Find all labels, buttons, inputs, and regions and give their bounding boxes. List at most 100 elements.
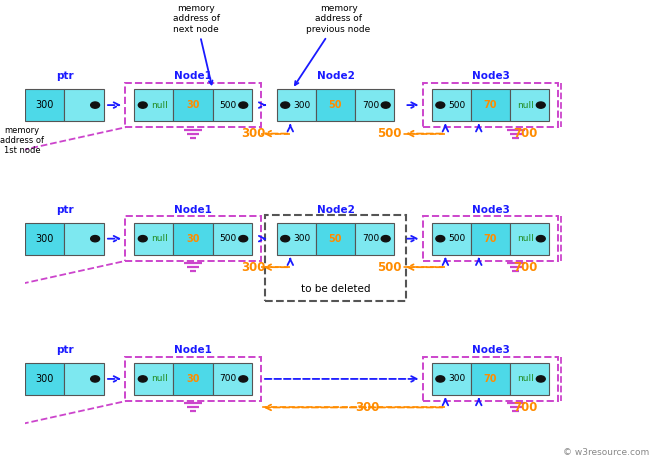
Circle shape (281, 102, 290, 108)
Text: 500: 500 (449, 101, 466, 109)
Bar (510, 363, 550, 395)
Circle shape (91, 236, 100, 242)
Text: 700: 700 (362, 234, 380, 243)
Bar (213, 223, 252, 255)
Bar (25, 223, 65, 255)
Bar (510, 223, 550, 255)
Bar (134, 223, 173, 255)
Circle shape (281, 236, 290, 242)
Text: 300: 300 (293, 101, 310, 109)
Text: 30: 30 (186, 234, 200, 243)
Text: 500: 500 (219, 101, 237, 109)
Text: 700: 700 (219, 374, 237, 383)
Bar (125, 216, 261, 261)
Circle shape (436, 236, 445, 242)
Text: Node3: Node3 (472, 345, 509, 355)
Bar (173, 89, 213, 121)
Text: Node1: Node1 (174, 345, 212, 355)
Text: 30: 30 (186, 374, 200, 384)
Bar (423, 357, 558, 401)
Text: 700: 700 (513, 401, 538, 414)
Text: 500: 500 (377, 127, 401, 140)
Text: ptr: ptr (55, 345, 73, 355)
Bar (423, 83, 558, 128)
Text: 300: 300 (355, 401, 380, 414)
Bar (316, 89, 355, 121)
Text: 500: 500 (219, 234, 237, 243)
Bar (265, 215, 406, 301)
Text: 70: 70 (484, 374, 498, 384)
Circle shape (536, 376, 545, 382)
Bar (471, 89, 510, 121)
Text: 300: 300 (36, 374, 54, 384)
Text: null: null (152, 374, 168, 383)
Bar (213, 89, 252, 121)
Text: ptr: ptr (55, 205, 73, 215)
Bar (316, 223, 355, 255)
Text: 300: 300 (36, 100, 54, 110)
Bar (65, 223, 103, 255)
Text: Node3: Node3 (472, 71, 509, 81)
Circle shape (91, 102, 100, 108)
Bar (432, 363, 471, 395)
Bar (125, 357, 261, 401)
Bar (423, 216, 558, 261)
Text: 500: 500 (377, 261, 401, 274)
Text: null: null (152, 101, 168, 109)
Text: 70: 70 (484, 100, 498, 110)
Text: Node2: Node2 (316, 71, 355, 81)
Bar (173, 363, 213, 395)
Bar (25, 89, 65, 121)
Text: 70: 70 (484, 234, 498, 243)
Bar (65, 89, 103, 121)
Bar (134, 89, 173, 121)
Text: 700: 700 (513, 127, 538, 140)
Bar (25, 363, 65, 395)
Text: Node1: Node1 (174, 71, 212, 81)
Text: null: null (517, 234, 534, 243)
Circle shape (436, 376, 445, 382)
Text: 300: 300 (241, 261, 266, 274)
Text: © w3resource.com: © w3resource.com (563, 448, 649, 457)
Bar (134, 363, 173, 395)
Text: Node2: Node2 (316, 205, 355, 215)
Circle shape (436, 102, 445, 108)
Bar (125, 83, 261, 128)
Bar (277, 223, 316, 255)
Circle shape (536, 102, 545, 108)
Text: 500: 500 (449, 234, 466, 243)
Text: 30: 30 (186, 100, 200, 110)
Text: 300: 300 (293, 234, 310, 243)
Circle shape (138, 376, 147, 382)
Circle shape (536, 236, 545, 242)
Text: 50: 50 (329, 100, 342, 110)
Text: memory
address of
1st node: memory address of 1st node (0, 126, 44, 155)
Circle shape (382, 236, 390, 242)
Text: null: null (152, 234, 168, 243)
Bar (471, 363, 510, 395)
Bar (432, 223, 471, 255)
Text: ptr: ptr (55, 71, 73, 81)
Text: 50: 50 (329, 234, 342, 243)
Circle shape (239, 102, 248, 108)
Circle shape (138, 236, 147, 242)
Text: 700: 700 (362, 101, 380, 109)
Circle shape (91, 376, 100, 382)
Text: to be deleted: to be deleted (301, 285, 370, 294)
Text: Node3: Node3 (472, 205, 509, 215)
Bar (471, 223, 510, 255)
Circle shape (239, 376, 248, 382)
Text: 300: 300 (36, 234, 54, 243)
Text: 300: 300 (241, 127, 266, 140)
Text: 300: 300 (449, 374, 466, 383)
Circle shape (239, 236, 248, 242)
Text: null: null (517, 101, 534, 109)
Bar (277, 89, 316, 121)
Circle shape (138, 102, 147, 108)
Bar (355, 89, 394, 121)
Bar (213, 363, 252, 395)
Text: memory
address of
previous node: memory address of previous node (295, 4, 371, 85)
Bar (432, 89, 471, 121)
Bar (65, 363, 103, 395)
Text: null: null (517, 374, 534, 383)
